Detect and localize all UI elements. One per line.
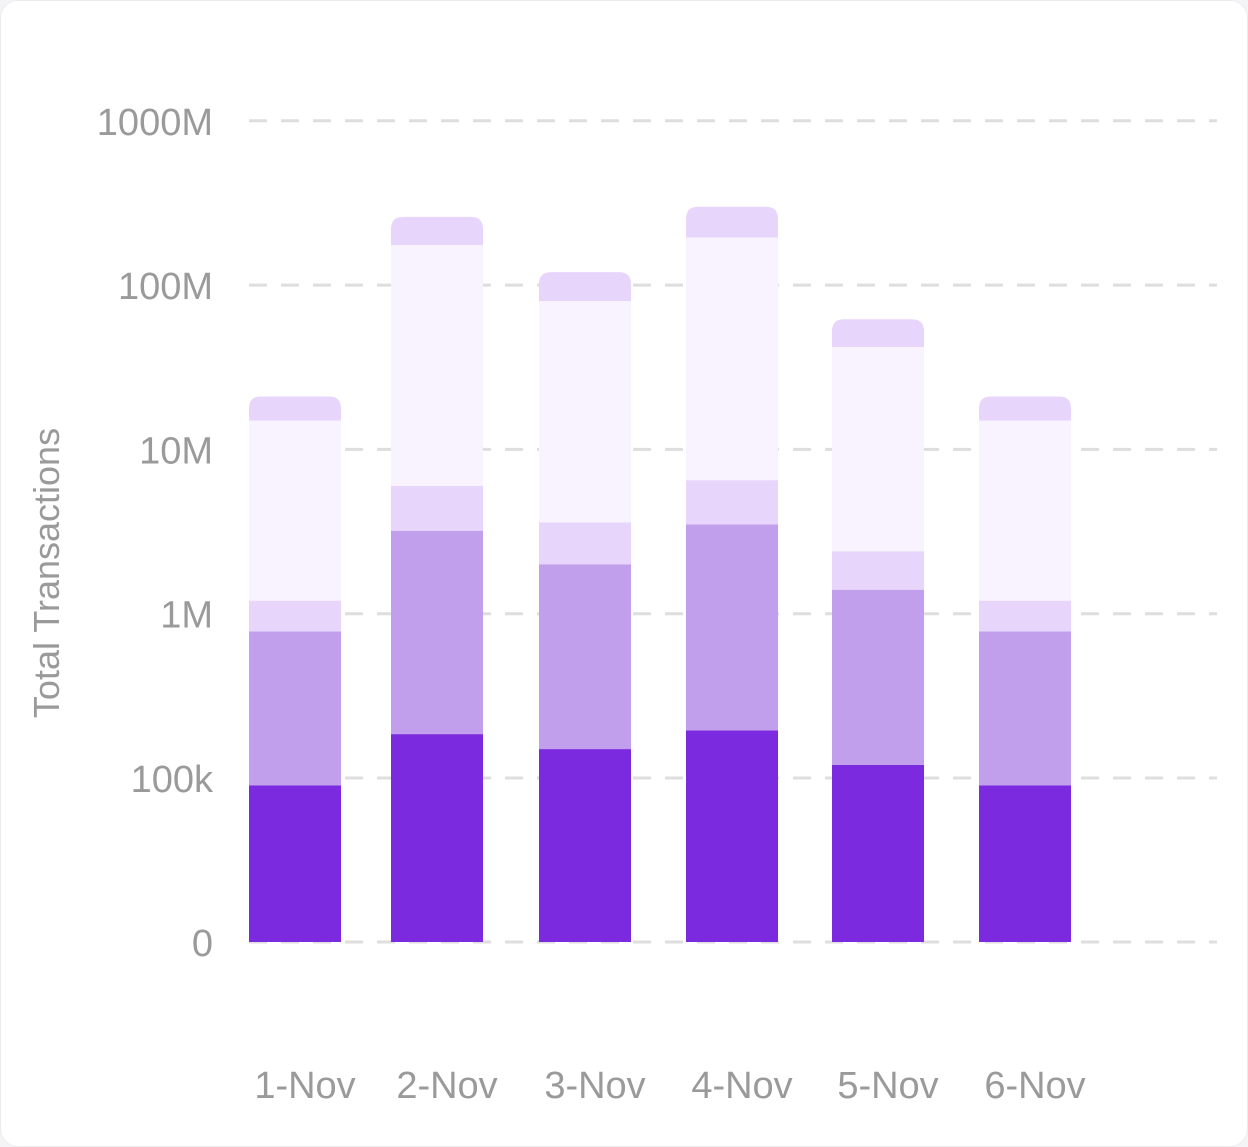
bar-segment — [832, 551, 924, 590]
bar-stack — [832, 319, 924, 942]
bar-stack — [249, 396, 341, 942]
bar-stack — [979, 396, 1071, 942]
bar-segment — [979, 785, 1071, 942]
x-tick-label: 1-Nov — [254, 1065, 355, 1107]
bar-stack — [686, 206, 778, 942]
bar-segment — [391, 734, 483, 942]
bar-segment — [391, 216, 483, 246]
bar-segment — [249, 396, 341, 421]
bar-segment — [832, 589, 924, 765]
x-tick-label: 2-Nov — [396, 1065, 497, 1107]
bar-segment — [686, 237, 778, 481]
bar-segment — [539, 564, 631, 750]
bar-segment — [249, 420, 341, 601]
bar-stack — [391, 216, 483, 942]
bar-segment — [686, 480, 778, 525]
bar-segment — [979, 631, 1071, 786]
x-tick-label: 4-Nov — [691, 1065, 792, 1107]
bar-segment — [832, 764, 924, 942]
bar-segment — [249, 600, 341, 632]
bar-segment — [539, 301, 631, 523]
x-tick-label: 3-Nov — [544, 1065, 645, 1107]
y-tick-label: 10M — [139, 430, 213, 472]
bar-segment — [249, 785, 341, 942]
bar-segment — [686, 730, 778, 942]
y-tick-label: 100k — [131, 759, 214, 801]
bar-segment — [391, 530, 483, 735]
x-axis-labels: 1-Nov 2-Nov 3-Nov 4-Nov 5-Nov 6-Nov — [254, 1065, 1085, 1107]
y-tick-label: 0 — [192, 923, 213, 965]
y-axis-ticks: 0 100k 1M 10M 100M 1000M — [97, 102, 214, 965]
bar-segment — [686, 206, 778, 238]
y-tick-label: 1000M — [97, 102, 213, 144]
bar-segment — [391, 485, 483, 531]
bars — [249, 206, 1071, 942]
x-tick-label: 5-Nov — [837, 1065, 938, 1107]
bar-segment — [539, 272, 631, 302]
bar-segment — [249, 631, 341, 786]
bar-segment — [979, 600, 1071, 632]
bar-segment — [832, 347, 924, 552]
bar-segment — [979, 420, 1071, 601]
bar-segment — [832, 319, 924, 348]
y-axis-title: Total Transactions — [26, 428, 67, 718]
x-tick-label: 6-Nov — [984, 1065, 1085, 1107]
bar-segment — [539, 749, 631, 942]
bar-segment — [391, 245, 483, 486]
bar-stack — [539, 272, 631, 942]
bar-segment — [979, 396, 1071, 421]
bar-segment — [686, 524, 778, 731]
y-tick-label: 1M — [160, 595, 213, 637]
y-tick-label: 100M — [118, 266, 213, 308]
bar-segment — [539, 522, 631, 565]
